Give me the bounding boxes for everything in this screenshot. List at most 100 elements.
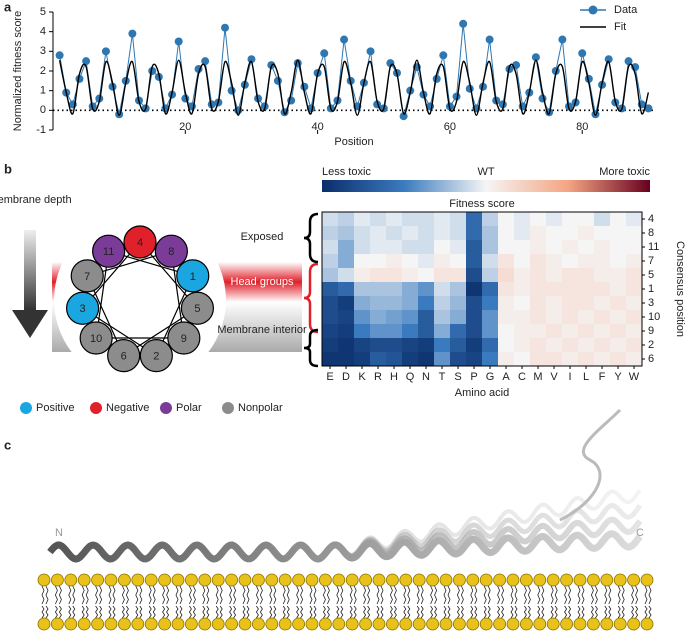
wheel-node-label: 8 xyxy=(168,246,174,258)
heat-cell xyxy=(482,282,499,297)
lipid-head xyxy=(493,617,507,631)
row-label: 10 xyxy=(648,311,660,323)
heat-cell xyxy=(418,226,435,241)
lipid-head xyxy=(184,617,198,631)
data-point xyxy=(531,53,540,62)
lipid-head xyxy=(359,573,373,587)
lipid-tail xyxy=(99,585,103,605)
y-tick-label: 0 xyxy=(40,104,46,116)
lipid-tail xyxy=(139,605,143,619)
heat-cell xyxy=(482,268,499,283)
heat-cell xyxy=(354,352,371,367)
lipid-tail xyxy=(523,605,527,619)
col-label: H xyxy=(390,371,398,383)
lipid-tail xyxy=(380,605,384,619)
lipid-head xyxy=(506,617,520,631)
lipid-tail xyxy=(497,605,501,619)
lipid-head xyxy=(265,573,279,587)
heat-cell xyxy=(370,282,387,297)
col-label: V xyxy=(550,371,558,383)
lipid-tail xyxy=(313,585,317,605)
legend-label: Fit xyxy=(614,21,626,33)
wheel-node xyxy=(154,234,188,268)
lipid-tail xyxy=(470,605,474,619)
heat-cell xyxy=(530,296,547,311)
heat-cell xyxy=(338,282,355,297)
col-label: C xyxy=(518,371,526,383)
lipid-tail xyxy=(192,605,196,619)
brace-head xyxy=(303,262,319,334)
brace-interior xyxy=(303,328,319,368)
heat-cell xyxy=(354,296,371,311)
row-label: 6 xyxy=(648,353,654,365)
heat-cell xyxy=(626,296,643,311)
heat-cell xyxy=(546,296,563,311)
heat-cell xyxy=(386,226,403,241)
heat-cell xyxy=(482,296,499,311)
heat-cell xyxy=(434,240,451,255)
heat-cell xyxy=(354,240,371,255)
lipid-head xyxy=(158,617,172,631)
col-label: M xyxy=(533,371,542,383)
heat-cell xyxy=(626,240,643,255)
data-point xyxy=(201,57,210,66)
heat-cell xyxy=(386,310,403,325)
heat-cell xyxy=(562,352,579,367)
heat-cell xyxy=(530,282,547,297)
wheel-node-label: 2 xyxy=(153,351,159,363)
heat-cell xyxy=(370,212,387,227)
heat-cell xyxy=(546,240,563,255)
lipid-tail xyxy=(631,585,635,605)
lipid-head xyxy=(292,573,306,587)
lipid-head xyxy=(251,573,265,587)
heat-cell xyxy=(594,226,611,241)
heat-cell xyxy=(610,282,627,297)
interior-label: Membrane interior xyxy=(217,324,307,336)
lipid-tail xyxy=(349,585,353,605)
lipid-head xyxy=(587,573,600,587)
lipid-tail xyxy=(54,585,58,605)
lipid-tail xyxy=(554,585,558,605)
heat-cell xyxy=(530,352,547,367)
lipid-tail xyxy=(108,605,112,619)
heat-cell xyxy=(434,324,451,339)
heat-cell xyxy=(338,324,355,339)
heat-cell xyxy=(322,268,339,283)
legend-swatch xyxy=(90,402,102,414)
heat-cell xyxy=(338,254,355,269)
heat-cell xyxy=(594,212,611,227)
lipid-tail xyxy=(376,605,380,619)
lipid-head xyxy=(305,617,319,631)
lipid-tail xyxy=(434,605,438,619)
heat-cell xyxy=(626,310,643,325)
lipid-head xyxy=(332,617,346,631)
lipid-tail xyxy=(121,585,125,605)
heat-cell xyxy=(514,226,531,241)
lipid-tail xyxy=(407,605,411,619)
lipid-tail xyxy=(420,605,424,619)
lipid-tail xyxy=(581,585,585,605)
helix xyxy=(48,488,642,562)
heat-cell xyxy=(610,352,627,367)
wheel-node-label: 11 xyxy=(103,246,114,258)
heat-cell xyxy=(626,324,643,339)
lipid-tail xyxy=(112,605,116,619)
data-point xyxy=(439,51,448,60)
lipid-tail xyxy=(229,585,233,605)
wheel-node xyxy=(139,339,173,373)
heat-cell xyxy=(530,212,547,227)
heat-cell xyxy=(402,282,419,297)
lipid-tail xyxy=(363,605,367,619)
lipid-head xyxy=(640,573,654,587)
lipid-head xyxy=(37,573,51,587)
lipid-tail xyxy=(363,585,367,605)
lipid-head xyxy=(640,617,654,631)
col-label: E xyxy=(326,371,333,383)
lipid-head xyxy=(211,617,225,631)
lipid-tail xyxy=(246,585,250,605)
lipid-head xyxy=(399,573,413,587)
heat-cell xyxy=(578,324,595,339)
data-point xyxy=(55,51,64,60)
heat-cell xyxy=(338,338,355,353)
heat-cell xyxy=(514,282,531,297)
